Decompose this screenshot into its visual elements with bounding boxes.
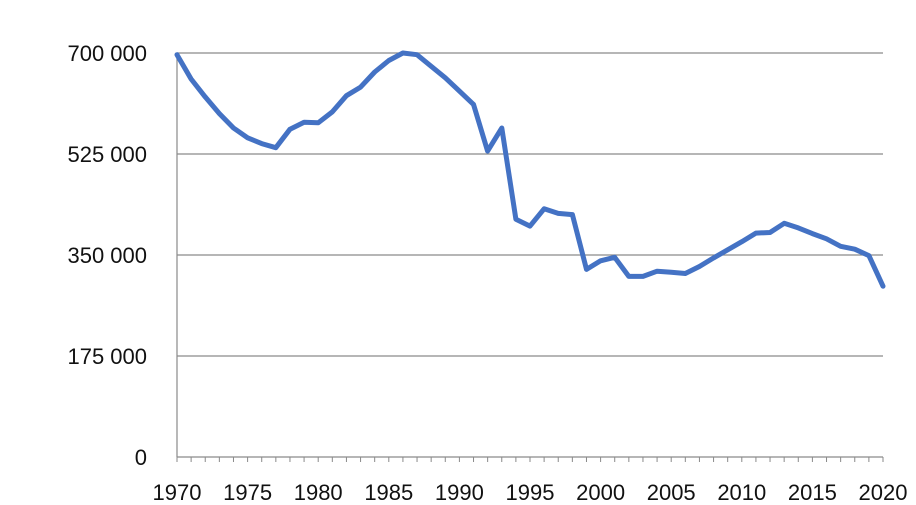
series-layer <box>174 50 886 289</box>
data-point <box>683 271 688 276</box>
x-tick-label: 1975 <box>223 480 272 505</box>
data-point <box>301 120 307 125</box>
data-point <box>414 52 420 57</box>
data-point <box>584 267 589 272</box>
data-point <box>697 264 702 269</box>
data-point <box>725 247 730 253</box>
gridlines <box>177 52 883 357</box>
data-point <box>880 283 886 289</box>
data-point <box>471 102 476 107</box>
data-point <box>287 126 293 132</box>
y-tick-label: 175 000 <box>67 344 147 369</box>
data-point <box>203 94 208 100</box>
x-tick-label: 1980 <box>294 480 343 505</box>
tick-labels: 0 175 000 350 000 525 000 700 000 1970 1975 198… <box>67 41 907 505</box>
data-point <box>358 84 363 90</box>
data-point <box>316 120 321 126</box>
y-tick-label: 525 000 <box>67 142 147 167</box>
data-point <box>640 274 646 279</box>
data-point <box>838 244 843 249</box>
y-tick-label: 350 000 <box>67 243 147 268</box>
data-point <box>753 230 759 236</box>
data-point <box>386 58 391 63</box>
data-point <box>541 206 547 212</box>
y-tick-label: 700 000 <box>67 41 147 66</box>
data-point <box>259 141 264 146</box>
data-point <box>372 69 377 75</box>
data-point <box>570 212 575 217</box>
data-point <box>457 88 462 94</box>
x-tick-label: 1990 <box>435 480 484 505</box>
x-tick-label: 1985 <box>364 480 413 505</box>
x-tick-label: 2000 <box>576 480 625 505</box>
data-point <box>810 231 815 236</box>
x-tick-label: 2010 <box>717 480 766 505</box>
x-tick-label: 2015 <box>788 480 837 505</box>
data-point <box>513 217 519 222</box>
x-tick-label: 2005 <box>647 480 696 505</box>
data-point <box>245 135 250 141</box>
data-point <box>767 230 773 235</box>
data-point <box>654 268 660 274</box>
data-point <box>866 253 872 258</box>
axes <box>176 53 884 462</box>
data-point <box>796 225 801 231</box>
series-line <box>174 50 886 289</box>
data-point <box>824 236 829 242</box>
x-tick-label: 2020 <box>859 480 908 505</box>
data-point <box>400 50 406 56</box>
data-point <box>188 76 194 82</box>
data-point <box>428 64 434 69</box>
data-point <box>781 221 787 226</box>
data-point <box>669 270 674 275</box>
data-point <box>443 75 448 81</box>
data-point <box>612 255 617 260</box>
data-point <box>499 125 504 131</box>
data-point <box>330 109 335 115</box>
data-point <box>626 274 632 279</box>
data-point <box>273 145 279 150</box>
data-point <box>852 247 857 252</box>
data-point <box>217 111 222 116</box>
x-tick-label: 1995 <box>506 480 555 505</box>
data-point <box>344 93 349 98</box>
data-point <box>598 258 603 263</box>
data-point <box>231 125 236 131</box>
data-point <box>527 223 533 229</box>
y-tick-label: 0 <box>135 445 147 470</box>
data-point <box>485 148 490 154</box>
x-tick-label: 1970 <box>153 480 202 505</box>
data-point <box>174 52 180 57</box>
data-point <box>739 239 744 244</box>
data-point <box>711 255 716 261</box>
data-point <box>556 211 561 216</box>
